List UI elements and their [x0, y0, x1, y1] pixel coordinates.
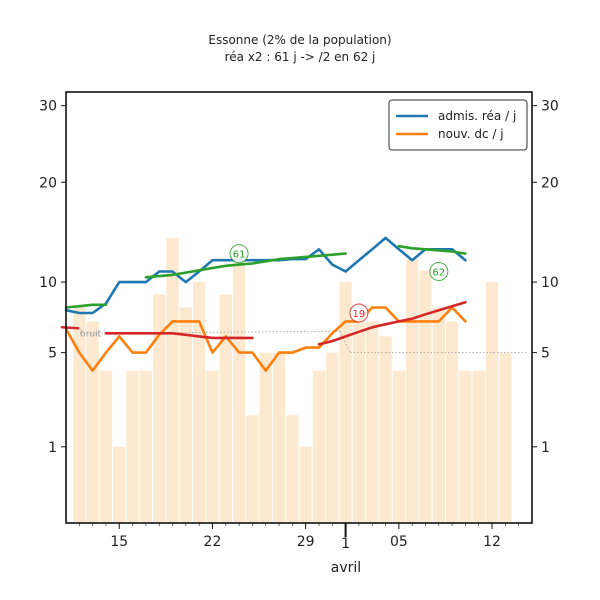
plot-frame [65, 91, 533, 524]
daily-bar [193, 282, 206, 523]
daily-bar [286, 415, 299, 523]
trend-line-green [144, 252, 347, 279]
daily-bar [153, 294, 166, 523]
daily-bar [113, 446, 126, 523]
daily-bar [312, 370, 326, 523]
daily-bar [419, 270, 432, 523]
daily-bar [272, 352, 286, 523]
legend: admis. réa / j nouv. dc / j [388, 99, 528, 151]
daily-bar [459, 370, 472, 523]
daily-bar [379, 336, 392, 523]
daily-bar [472, 370, 485, 523]
y-tick-label: 10 [39, 275, 57, 291]
y-tick-label: 30 [39, 99, 57, 115]
daily-bar [139, 370, 153, 523]
daily-bar [392, 370, 405, 523]
bars-layer [73, 237, 512, 524]
daily-bar [326, 352, 339, 523]
annotation-label: 61 [233, 250, 246, 261]
trend-line-red [317, 300, 467, 346]
x-axis-label: avril [331, 560, 361, 576]
x-tick-label: 05 [390, 534, 408, 550]
y-tick-label-right: 20 [541, 175, 559, 191]
y-tick-label-right: 1 [541, 440, 550, 456]
daily-bar [432, 307, 445, 523]
chart-subtitle: réa x2 : 61 j -> /2 en 62 j [225, 50, 376, 64]
daily-bar [126, 370, 139, 523]
daily-bar [485, 282, 499, 523]
daily-bar [219, 294, 232, 523]
x-tick-label: 1 [341, 536, 350, 552]
series-line-admis-rea [64, 236, 467, 315]
trend-line-red [104, 331, 254, 340]
daily-bar [299, 446, 312, 523]
x-tick-label: 29 [297, 534, 315, 550]
daily-bar [352, 321, 366, 523]
chart-title: Essonne (2% de la population) [208, 33, 391, 47]
y-tick-label-right: 10 [541, 275, 559, 291]
daily-bar [232, 259, 246, 523]
trend-line-red [60, 325, 80, 330]
series-layer [60, 236, 467, 372]
trend-line-green [64, 303, 108, 309]
annotation-badge [349, 303, 369, 323]
x-tick-label: 22 [204, 534, 222, 550]
noise-label: bruit [80, 329, 102, 339]
daily-bar [406, 259, 419, 523]
y-tick-label: 5 [48, 346, 57, 362]
annotation-label: 62 [432, 267, 445, 278]
y-tick-label-right: 5 [541, 346, 550, 362]
trend-line-green [397, 244, 467, 255]
daily-bar [206, 370, 219, 523]
daily-bar [366, 321, 379, 523]
x-tick-label: 15 [110, 534, 128, 550]
daily-bar [339, 282, 352, 523]
annotation-badge [229, 244, 249, 264]
daily-bar [166, 237, 179, 524]
daily-bar [445, 321, 459, 523]
daily-bar [73, 307, 86, 523]
legend-label: admis. réa / j [438, 109, 516, 123]
y-tick-label: 20 [39, 175, 57, 191]
annotation-layer: 61 62 19 [229, 244, 449, 323]
y-tick-label-right: 30 [541, 99, 559, 115]
legend-box [388, 99, 528, 151]
annotation-label: 19 [353, 309, 366, 320]
x-tick-label: 12 [483, 534, 501, 550]
daily-bar [499, 352, 512, 523]
annotation-badge [429, 261, 449, 281]
noise-line [339, 331, 351, 353]
daily-bar [99, 370, 113, 523]
daily-bar [86, 321, 99, 523]
daily-bar [259, 352, 272, 523]
y-tick-label: 1 [48, 440, 57, 456]
daily-bar [246, 415, 259, 523]
legend-label: nouv. dc / j [438, 127, 504, 141]
daily-bar [179, 307, 192, 523]
